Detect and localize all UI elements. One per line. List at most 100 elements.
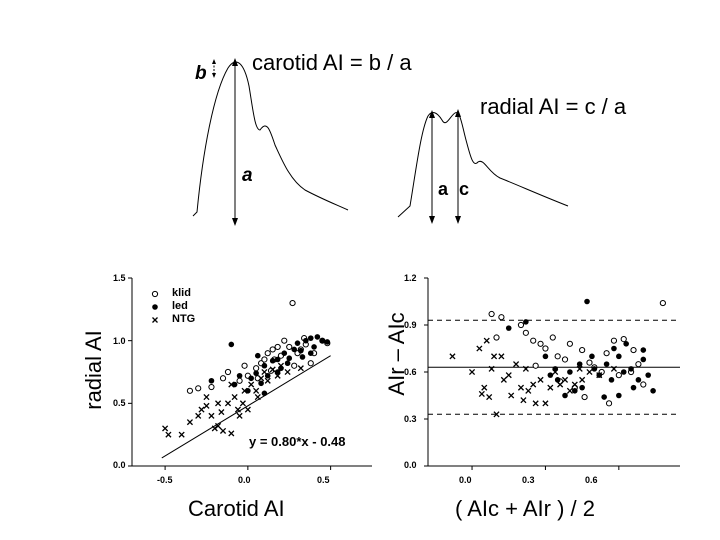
data-point-cross xyxy=(297,365,304,372)
data-point-cross xyxy=(596,372,603,379)
data-point-open-circle xyxy=(615,372,622,379)
data-point-cross xyxy=(248,381,255,388)
data-point-filled-circle xyxy=(298,347,304,354)
data-point-cross xyxy=(264,377,271,384)
legend-open-circle-icon xyxy=(151,290,159,298)
data-point-filled-circle xyxy=(630,384,637,391)
data-point-filled-circle xyxy=(284,360,291,367)
radial-c-arrowhead-top xyxy=(455,109,461,117)
data-point-filled-circle xyxy=(591,366,598,372)
data-point-cross xyxy=(162,425,169,432)
data-point-cross xyxy=(228,381,235,388)
data-point-cross xyxy=(219,427,227,434)
radial-c-arrowhead-bottom xyxy=(455,216,461,224)
data-point-open-circle xyxy=(261,356,268,363)
data-point-open-circle xyxy=(498,314,505,321)
data-point-open-circle xyxy=(640,381,647,388)
left-x-tick: 0.0 xyxy=(238,475,251,485)
data-point-open-circle xyxy=(561,356,569,363)
data-point-open-circle xyxy=(195,385,202,392)
data-point-cross xyxy=(261,368,268,376)
data-point-cross xyxy=(505,372,512,379)
data-point-open-circle xyxy=(224,368,232,376)
data-point-cross xyxy=(476,345,483,352)
right-x-tick: 0.6 xyxy=(585,475,598,485)
data-point-filled-circle xyxy=(562,392,568,399)
right-chart xyxy=(424,277,680,470)
data-point-cross xyxy=(552,368,559,376)
data-point-filled-circle xyxy=(314,334,321,340)
data-point-filled-circle xyxy=(589,353,595,360)
carotid-b-arrowhead-top xyxy=(212,59,216,64)
data-point-cross xyxy=(508,392,515,399)
right-y-tick: 1.2 xyxy=(404,273,417,283)
data-point-open-circle xyxy=(253,365,260,372)
data-point-cross xyxy=(500,376,507,383)
left-y-tick: 0.5 xyxy=(113,398,126,408)
data-point-cross xyxy=(579,376,586,383)
data-point-cross xyxy=(488,365,495,372)
data-point-filled-circle xyxy=(576,361,583,367)
data-point-filled-circle xyxy=(208,377,215,384)
data-point-open-circle xyxy=(522,329,529,336)
data-point-cross xyxy=(542,400,549,407)
data-point-filled-circle xyxy=(286,355,293,362)
data-point-cross xyxy=(532,400,539,407)
data-point-open-circle xyxy=(236,377,243,384)
data-point-open-circle xyxy=(549,334,556,341)
data-point-cross xyxy=(224,400,232,407)
data-point-cross xyxy=(481,384,488,391)
data-point-open-circle xyxy=(554,353,561,360)
data-point-open-circle xyxy=(566,340,574,347)
data-point-cross xyxy=(525,387,532,394)
data-point-cross xyxy=(218,409,225,416)
legend-item-klid: klid xyxy=(172,287,191,299)
data-point-cross xyxy=(236,412,243,419)
data-point-open-circle xyxy=(610,337,618,344)
data-point-open-circle xyxy=(289,299,296,307)
left-x-tick: 0.5 xyxy=(317,475,330,485)
carotid-waveform xyxy=(192,58,349,226)
data-point-filled-circle xyxy=(635,377,642,383)
left-chart xyxy=(128,277,372,470)
data-point-filled-circle xyxy=(291,346,298,353)
data-point-filled-circle xyxy=(620,369,627,375)
data-point-cross xyxy=(258,375,265,382)
data-point-filled-circle xyxy=(640,356,647,363)
radial-pulse-curve xyxy=(397,112,569,218)
data-point-cross xyxy=(165,431,172,438)
data-point-open-circle xyxy=(530,337,537,344)
left-y-tick: 1.5 xyxy=(113,273,126,283)
data-point-filled-circle xyxy=(269,357,276,364)
carotid-formula: carotid AI = b / a xyxy=(252,50,412,75)
data-point-open-circle xyxy=(581,393,588,401)
data-point-cross xyxy=(195,412,202,419)
data-point-filled-circle xyxy=(236,372,243,379)
data-point-filled-circle xyxy=(307,335,314,341)
data-point-open-circle xyxy=(281,337,288,344)
data-point-filled-circle xyxy=(307,350,314,357)
carotid-a-arrowhead-bottom xyxy=(232,218,238,226)
data-point-cross xyxy=(517,384,525,391)
data-point-open-circle xyxy=(579,346,586,354)
data-point-open-circle xyxy=(630,346,637,354)
data-point-cross xyxy=(241,387,248,394)
legend-cross-icon xyxy=(152,317,158,323)
data-point-cross xyxy=(537,376,544,383)
data-point-open-circle xyxy=(274,343,281,351)
radial-formula: radial AI = c / a xyxy=(480,94,627,119)
data-point-open-circle xyxy=(635,361,642,368)
data-point-cross xyxy=(274,372,281,379)
data-point-cross xyxy=(486,394,493,401)
carotid-pulse-curve xyxy=(192,61,349,217)
data-point-filled-circle xyxy=(294,340,301,346)
data-point-filled-circle xyxy=(601,394,607,400)
data-point-cross xyxy=(253,387,260,394)
data-point-cross xyxy=(234,406,241,413)
data-point-filled-circle xyxy=(319,337,326,344)
data-point-filled-circle xyxy=(274,369,281,375)
right-y-tick: 0.3 xyxy=(404,414,417,424)
regression-line xyxy=(161,355,331,459)
data-point-filled-circle xyxy=(650,388,656,394)
data-point-filled-circle xyxy=(299,354,306,360)
